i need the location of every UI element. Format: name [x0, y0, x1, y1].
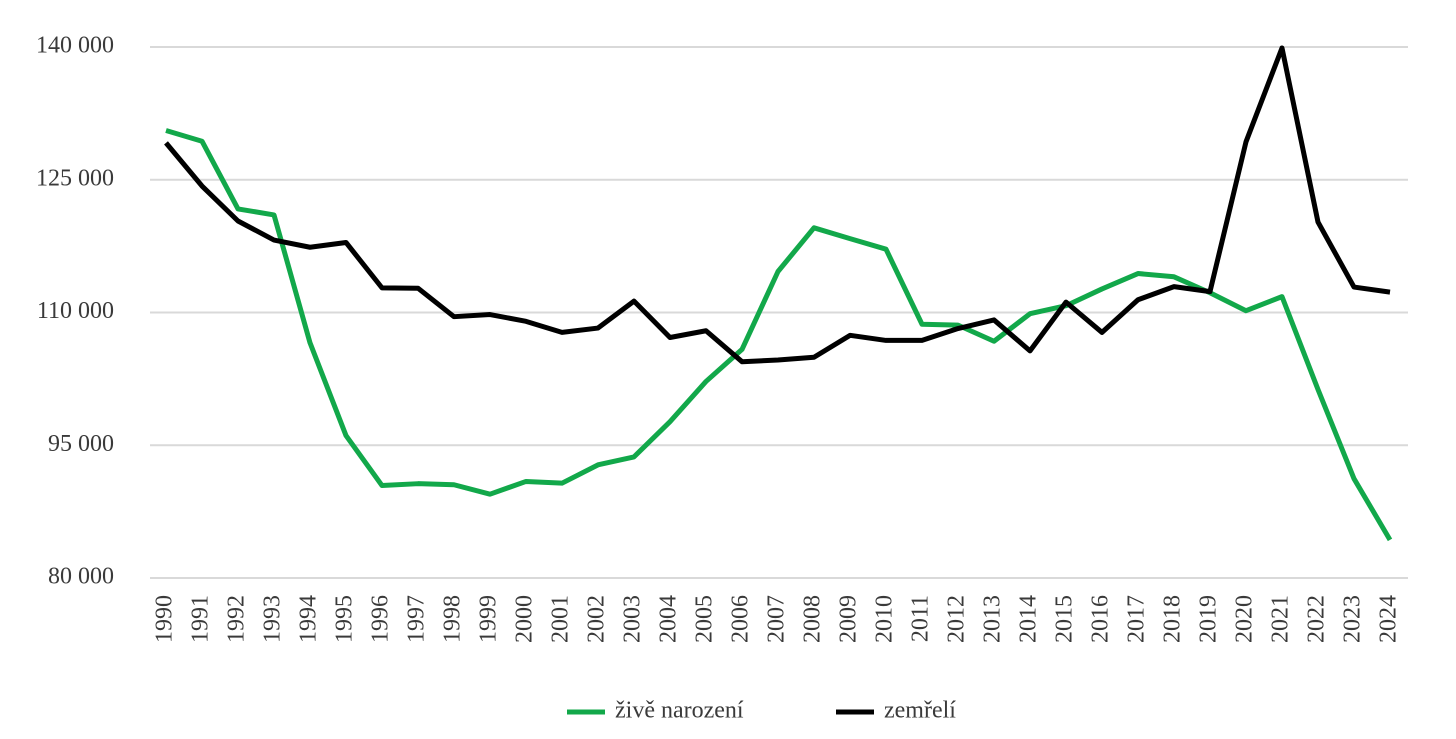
x-tick-label: 2018 — [1160, 595, 1186, 643]
x-tick-label: 2021 — [1268, 595, 1294, 643]
x-tick-label: 2003 — [620, 595, 646, 643]
y-tick-label: 110 000 — [37, 298, 114, 324]
x-tick-label: 2013 — [980, 595, 1006, 643]
series-line — [164, 45, 1391, 365]
x-tick-label: 2007 — [764, 595, 790, 643]
x-tick-label: 2014 — [1016, 595, 1042, 643]
x-tick-label: 1999 — [476, 595, 502, 643]
y-tick-label: 125 000 — [36, 165, 114, 191]
x-tick-label: 2023 — [1340, 595, 1366, 643]
x-tick-label: 2006 — [728, 595, 754, 643]
x-tick-label: 1991 — [188, 595, 214, 643]
x-tick-label: 2017 — [1124, 595, 1150, 643]
x-tick-label: 2011 — [908, 595, 934, 642]
legend-label: živě narození — [615, 698, 744, 724]
x-tick-label: 2000 — [512, 595, 538, 643]
x-tick-label: 2004 — [656, 595, 682, 643]
y-tick-label: 140 000 — [36, 33, 114, 59]
x-tick-label: 2002 — [584, 595, 610, 643]
y-tick-label: 80 000 — [48, 564, 114, 590]
x-tick-label: 2010 — [872, 595, 898, 643]
x-tick-label: 2001 — [548, 595, 574, 643]
x-tick-label: 2005 — [692, 595, 718, 643]
x-tick-label: 1994 — [296, 595, 322, 643]
x-tick-label: 2015 — [1052, 595, 1078, 643]
x-tick-label: 2019 — [1196, 595, 1222, 643]
series-line — [165, 128, 1393, 542]
x-tick-label: 2020 — [1232, 595, 1258, 643]
x-tick-label: 2024 — [1376, 595, 1402, 643]
x-tick-label: 2008 — [800, 595, 826, 643]
y-tick-label: 95 000 — [48, 431, 114, 457]
x-tick-label: 1990 — [152, 595, 178, 643]
x-tick-label: 2009 — [836, 595, 862, 643]
legend-label: zemřelí — [884, 698, 956, 724]
x-tick-label: 1997 — [404, 595, 430, 643]
x-tick-label: 2012 — [944, 595, 970, 643]
x-tick-label: 1992 — [224, 595, 250, 643]
x-tick-label: 2016 — [1088, 595, 1114, 643]
x-tick-label: 1995 — [332, 595, 358, 643]
x-tick-label: 2022 — [1304, 595, 1330, 643]
x-tick-label: 1998 — [440, 595, 466, 643]
x-tick-label: 1993 — [260, 595, 286, 643]
x-tick-label: 1996 — [368, 595, 394, 643]
